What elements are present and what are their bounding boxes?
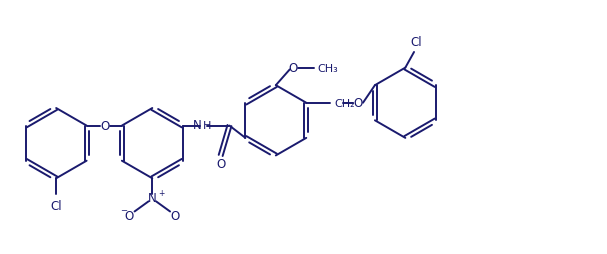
Text: CH₂: CH₂ [334,98,355,108]
Text: CH₃: CH₃ [317,63,338,73]
Text: −: − [120,205,127,214]
Text: Cl: Cl [410,36,422,49]
Text: H: H [203,120,211,130]
Text: Cl: Cl [50,199,62,212]
Text: O: O [125,209,134,222]
Text: O: O [353,97,362,110]
Text: N: N [192,119,201,132]
Text: O: O [289,62,298,75]
Text: O: O [171,209,180,222]
Text: N: N [148,191,157,204]
Text: O: O [100,120,109,133]
Text: O: O [216,158,225,171]
Text: +: + [158,188,164,197]
